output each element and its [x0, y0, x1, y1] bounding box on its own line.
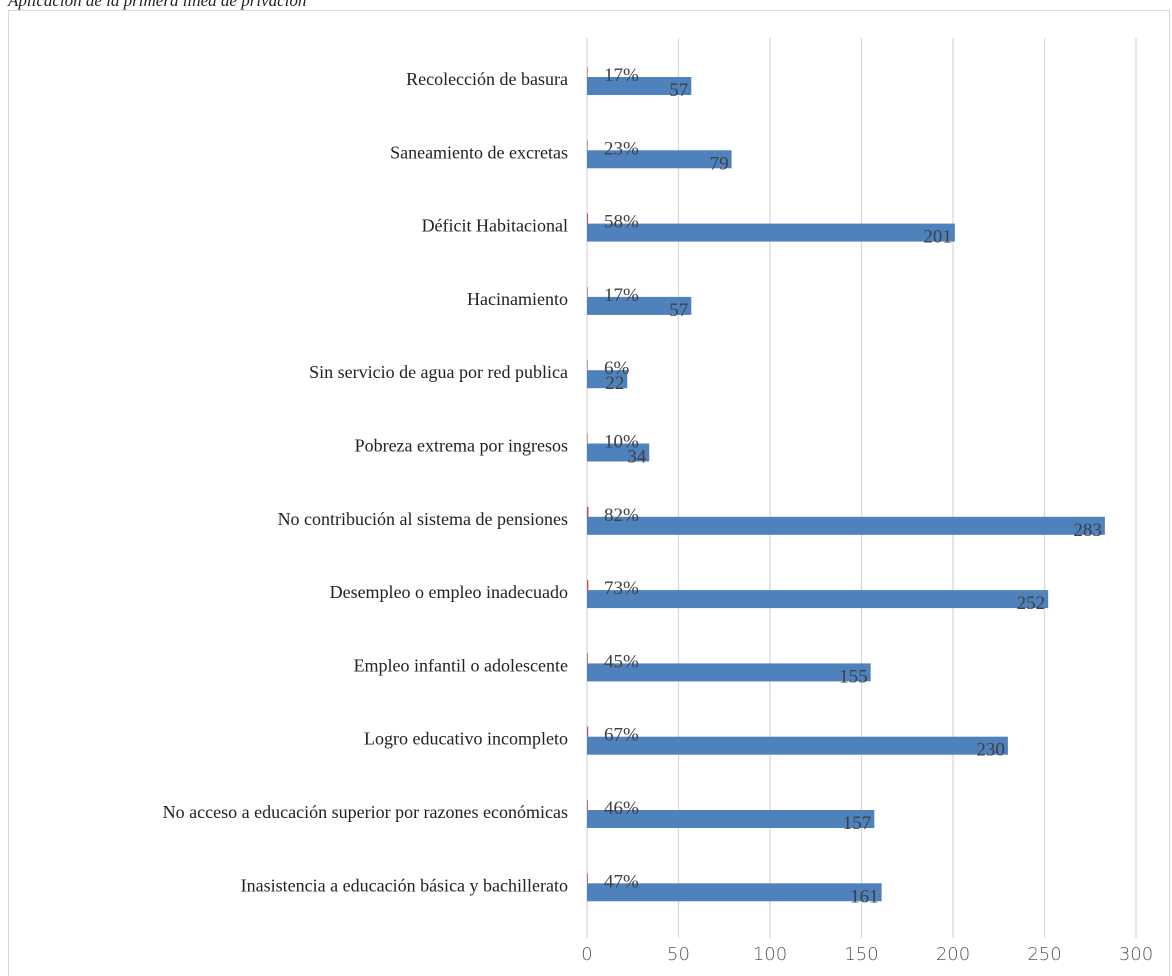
category-label: Pobreza extrema por ingresos	[355, 436, 568, 456]
count-bar	[587, 663, 871, 682]
percent-label: 46%	[604, 798, 639, 819]
value-label: 155	[839, 666, 868, 687]
count-bar	[587, 736, 1008, 755]
value-label: 22	[605, 373, 624, 394]
percent-bar	[587, 800, 588, 814]
value-label: 283	[1073, 520, 1102, 541]
count-bar	[587, 590, 1049, 609]
percent-bar	[587, 653, 588, 668]
category-label: Sin servicio de agua por red publica	[309, 362, 568, 382]
percent-label: 17%	[604, 285, 639, 306]
value-label: 230	[976, 740, 1005, 761]
percent-label: 23%	[604, 138, 639, 159]
category-label: Inasistencia a educación básica y bachil…	[241, 875, 568, 895]
percent-label: 82%	[604, 505, 639, 526]
category-label: Logro educativo incompleto	[364, 729, 568, 749]
percent-bar	[587, 67, 588, 81]
percent-label: 67%	[604, 725, 639, 746]
x-tick-label: 300	[1119, 944, 1153, 965]
percent-bar	[587, 873, 588, 888]
percent-label: 47%	[604, 871, 639, 892]
value-label: 34	[627, 447, 647, 468]
count-bar	[587, 516, 1105, 535]
chart-frame	[8, 10, 1170, 976]
category-label: Hacinamiento	[467, 289, 568, 309]
count-bar	[587, 370, 628, 389]
value-label: 57	[669, 300, 688, 321]
count-bar	[587, 443, 650, 462]
percent-label: 45%	[604, 651, 639, 672]
percent-bar	[587, 726, 589, 741]
count-bar	[587, 296, 692, 315]
category-label: Empleo infantil o adolescente	[354, 655, 568, 675]
percent-bar	[587, 506, 589, 521]
percent-label: 73%	[604, 578, 639, 599]
count-bar	[587, 223, 955, 242]
count-bar	[587, 883, 882, 902]
percent-bar	[587, 213, 589, 228]
category-label: No contribución al sistema de pensiones	[278, 509, 568, 529]
x-tick-label: 250	[1027, 944, 1061, 965]
value-label: 252	[1017, 593, 1046, 614]
category-label: Desempleo o empleo inadecuado	[330, 582, 568, 602]
category-label: Saneamiento de excretas	[390, 142, 568, 162]
percent-bar	[587, 580, 589, 595]
percent-label: 10%	[604, 432, 639, 453]
x-tick-label: 0	[581, 944, 592, 965]
x-tick-label: 200	[936, 944, 970, 965]
value-label: 161	[850, 886, 879, 907]
count-bar	[587, 810, 875, 828]
category-label: Recolección de basura	[406, 69, 568, 89]
x-tick-label: 50	[667, 944, 690, 965]
count-bar	[587, 77, 692, 95]
value-label: 79	[710, 153, 729, 174]
percent-bar	[587, 140, 588, 155]
percent-label: 58%	[604, 212, 639, 233]
figure-caption: Aplicación de la primera línea de privac…	[8, 0, 307, 10]
category-label: No acceso a educación superior por razon…	[163, 802, 568, 822]
x-tick-label: 100	[753, 944, 787, 965]
percent-bar	[587, 286, 588, 301]
count-bar	[587, 150, 732, 169]
category-label: Déficit Habitacional	[422, 216, 568, 236]
percent-bar	[587, 360, 588, 375]
percent-bar	[587, 433, 588, 448]
value-label: 201	[923, 227, 952, 248]
value-label: 157	[843, 813, 872, 834]
percent-label: 17%	[604, 65, 639, 86]
x-tick-label: 150	[844, 944, 878, 965]
percent-label: 6%	[604, 358, 630, 379]
value-label: 57	[669, 80, 688, 101]
